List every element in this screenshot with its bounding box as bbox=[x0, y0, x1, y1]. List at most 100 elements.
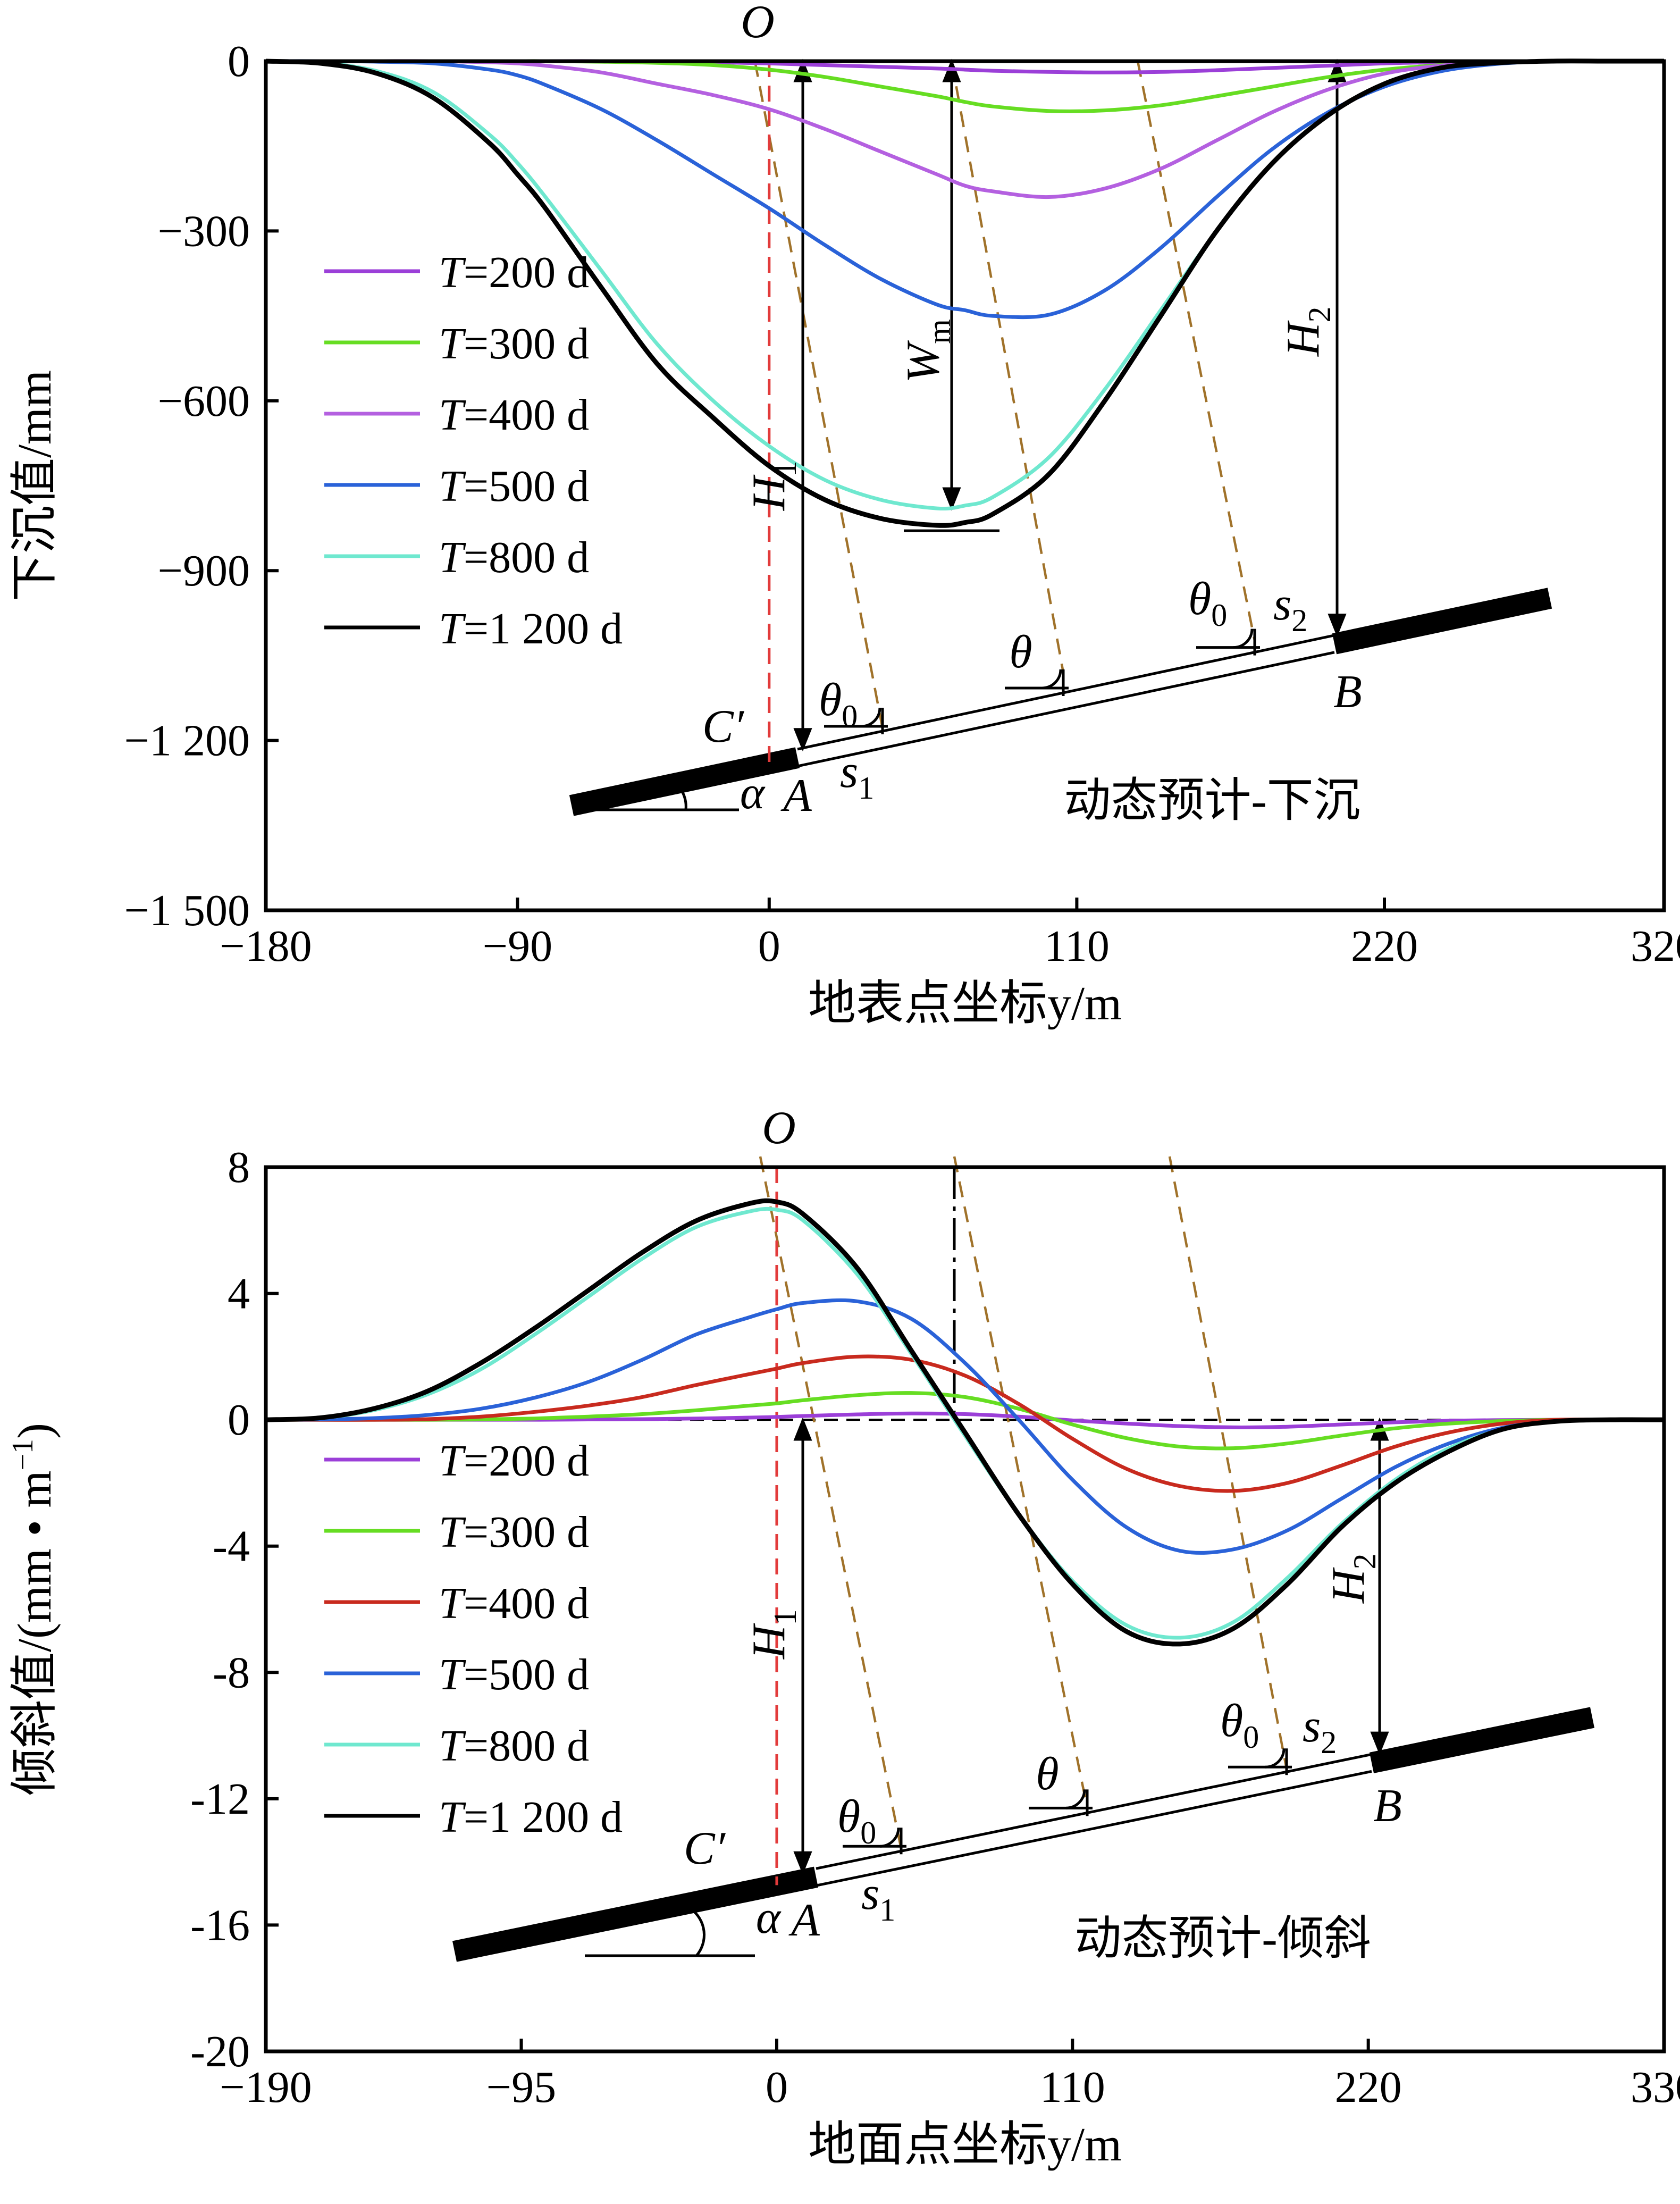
label-alpha: α bbox=[756, 1892, 782, 1943]
label-theta0-right: θ0 bbox=[1220, 1695, 1259, 1755]
label-h2: H2 bbox=[1278, 306, 1337, 357]
label-s2: s2 bbox=[1273, 579, 1307, 638]
label-a: A bbox=[780, 770, 812, 822]
legend-label: T=300 d bbox=[439, 319, 589, 368]
influence-dashed-line bbox=[1168, 1156, 1288, 1770]
series-line-t-300-d bbox=[266, 1391, 1664, 1451]
legend-label: T=500 d bbox=[439, 462, 589, 511]
x-tick-label: 330 bbox=[1631, 2063, 1680, 2112]
label-theta0-left: θ0 bbox=[837, 1791, 876, 1850]
x-tick-label: 0 bbox=[758, 921, 780, 971]
seam-goaf-bottom bbox=[797, 651, 1335, 768]
x-tick-label: 110 bbox=[1044, 921, 1110, 971]
legend-label: T=500 d bbox=[439, 1650, 589, 1699]
x-tick-label: −95 bbox=[486, 2063, 556, 2112]
axis-ticks: −180−9001102203200−300−600−900−1 200−1 5… bbox=[124, 37, 1680, 971]
seam-goaf-top bbox=[816, 1753, 1372, 1870]
x-tick-label: 110 bbox=[1040, 2063, 1105, 2112]
legend: T=200 d T=300 d T=400 d T=500 d T=800 d T=1 2… bbox=[324, 248, 623, 653]
influence-dashed-line bbox=[753, 61, 884, 729]
label-s1: s1 bbox=[840, 746, 874, 806]
label-b: B bbox=[1333, 666, 1362, 718]
series-lines bbox=[265, 1198, 1665, 1647]
seam-right-solid bbox=[1369, 1707, 1595, 1773]
y-tick-label: −600 bbox=[158, 376, 250, 426]
legend-label: T=200 d bbox=[439, 248, 589, 297]
y-tick-label: −1 500 bbox=[124, 886, 250, 935]
plot-frame bbox=[264, 59, 1666, 912]
legend-label: T=300 d bbox=[439, 1507, 589, 1557]
alpha-arc bbox=[679, 788, 687, 810]
axis-ticks: −190 −95 0 110 220 330 8 4 0 -4 -8 -12 -16 -20 bbox=[190, 1143, 1680, 2112]
influence-dashed-line bbox=[953, 1156, 1089, 1808]
x-tick-label: −190 bbox=[220, 2063, 312, 2112]
legend-label: T=1 200 d bbox=[439, 1792, 623, 1842]
seam-goaf-top bbox=[797, 634, 1335, 751]
y-tick-label: -12 bbox=[190, 1774, 250, 1824]
label-c-prime: C′ bbox=[702, 701, 745, 752]
label-o: O bbox=[741, 0, 775, 48]
legend-label: T=400 d bbox=[439, 1579, 589, 1628]
series-line-t-500-d bbox=[265, 1298, 1665, 1555]
y-tick-label: -8 bbox=[213, 1648, 250, 1697]
x-axis-label: 地面点坐标y/m bbox=[808, 2118, 1122, 2171]
seam-goaf-bottom bbox=[816, 1770, 1372, 1887]
label-s2: s2 bbox=[1303, 1700, 1337, 1760]
label-h2: H2 bbox=[1323, 1553, 1382, 1604]
theta0-right-angle-arc bbox=[1265, 1748, 1286, 1769]
annotation-labels: O C′ A Bα θ θ0 θ0 s1 s2 H1 H2 Wm bbox=[702, 0, 1362, 822]
label-theta: θ bbox=[1009, 626, 1032, 678]
y-tick-label: -4 bbox=[213, 1522, 250, 1571]
theta0-left-angle-arc bbox=[861, 707, 881, 728]
y-tick-label: −1 200 bbox=[124, 716, 250, 766]
y-axis-label: 倾斜值/(mm • m−1) bbox=[6, 1423, 61, 1796]
alpha-arc bbox=[690, 1908, 706, 1957]
theta0-left-angle-arc bbox=[879, 1828, 900, 1848]
y-tick-label: −900 bbox=[158, 546, 250, 596]
influence-dashed-line bbox=[759, 1156, 903, 1849]
seam-right-solid bbox=[1332, 588, 1552, 655]
y-tick-label: −300 bbox=[158, 206, 250, 256]
seam-diagram bbox=[569, 58, 1552, 816]
legend-label: T=800 d bbox=[439, 1721, 589, 1771]
x-tick-label: 0 bbox=[766, 2063, 788, 2112]
x-tick-label: 220 bbox=[1351, 921, 1418, 971]
y-tick-label: -16 bbox=[190, 1900, 250, 1950]
chart-caption: 动态预计-下沉 bbox=[1064, 775, 1360, 827]
x-tick-label: −90 bbox=[483, 921, 552, 971]
label-s1: s1 bbox=[861, 1868, 895, 1928]
theta0-right-angle-arc bbox=[1233, 628, 1254, 649]
chart-caption: 动态预计-倾斜 bbox=[1074, 1913, 1371, 1965]
label-theta0-left: θ0 bbox=[819, 674, 858, 734]
label-h1: H1 bbox=[743, 460, 803, 511]
seam-left-solid bbox=[452, 1866, 819, 1962]
y-tick-label: 8 bbox=[228, 1143, 250, 1192]
tilt-chart: O C′ A Bα θ θ0 θ0 s1 s2 H1 H2 −190 −95 0 110 220 330 8 4 0 -… bbox=[6, 1102, 1680, 2171]
x-tick-label: −180 bbox=[220, 921, 312, 971]
subsidence-chart: OC′ABαθθ0θ0s1s2H1H2Wm−180−9001102203200−… bbox=[9, 0, 1680, 1030]
y-tick-label: -20 bbox=[190, 2027, 250, 2076]
y-tick-label: 0 bbox=[228, 1395, 250, 1445]
legend-label: T=200 d bbox=[439, 1436, 589, 1486]
series-line-t-500-d bbox=[265, 59, 1664, 320]
label-wm: Wm bbox=[897, 319, 957, 383]
seam-diagram bbox=[452, 1156, 1595, 1962]
label-theta: θ bbox=[1036, 1748, 1059, 1800]
y-tick-label: 4 bbox=[228, 1269, 250, 1319]
legend-label: T=400 d bbox=[439, 390, 589, 440]
plot-frame bbox=[264, 1165, 1666, 2054]
label-theta0-right: θ0 bbox=[1188, 573, 1227, 633]
y-axis-label: 下沉值/mm bbox=[9, 370, 61, 601]
label-o: O bbox=[762, 1102, 796, 1154]
legend-label: T=1 200 d bbox=[439, 604, 623, 653]
legend-label: T=800 d bbox=[439, 533, 589, 582]
influence-dashed-line bbox=[950, 61, 1065, 673]
legend: T=200 d T=300 d T=400 d T=500 d T=800 d T=1 2… bbox=[324, 1436, 623, 1842]
theta-angle-arc bbox=[1041, 669, 1062, 690]
influence-dashed-line bbox=[1136, 61, 1256, 641]
x-tick-label: 220 bbox=[1335, 2063, 1402, 2112]
x-axis-label: 地表点坐标y/m bbox=[808, 977, 1122, 1030]
annotation-labels: O C′ A Bα θ θ0 θ0 s1 s2 H1 H2 bbox=[684, 1102, 1402, 1946]
